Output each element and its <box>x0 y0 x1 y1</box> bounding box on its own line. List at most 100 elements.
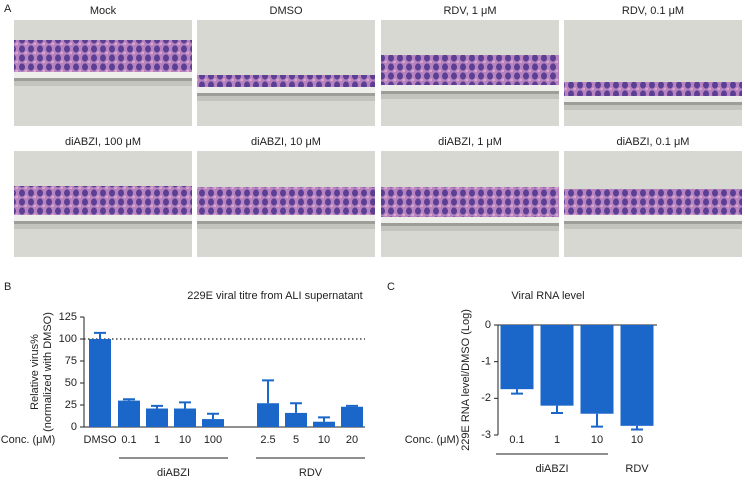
error-bar <box>511 389 523 395</box>
panel-label: A <box>4 3 12 15</box>
membrane-low <box>381 94 559 99</box>
membrane-edge <box>564 102 742 105</box>
y-tick-label: -3 <box>481 429 491 441</box>
membrane <box>14 215 192 221</box>
x-tick-label: 5 <box>293 434 299 446</box>
membrane-low <box>564 224 742 229</box>
micrograph <box>381 20 559 126</box>
group-label: RDV <box>625 463 649 475</box>
epithelium <box>381 55 559 85</box>
membrane <box>14 72 192 78</box>
membrane-edge <box>14 78 192 81</box>
membrane-low <box>197 96 375 101</box>
y-tick-label: -2 <box>481 392 491 404</box>
bar <box>285 412 307 427</box>
y-tick-label: 0 <box>485 319 491 331</box>
membrane-edge <box>197 221 375 224</box>
error-bar <box>207 412 219 420</box>
x-tick-label: DMSO <box>84 434 117 446</box>
image-title: DMSO <box>270 5 303 17</box>
bar <box>118 400 140 427</box>
bar <box>202 419 224 427</box>
micrograph <box>564 151 742 257</box>
group-label: RDV <box>299 467 323 479</box>
error-bar <box>631 425 643 431</box>
image-title: diABZI, 1 μM <box>438 136 502 148</box>
epithelium <box>564 189 742 215</box>
y-axis-label: 229E RNA level/DMSO (Log) <box>460 309 472 451</box>
membrane-low <box>14 81 192 86</box>
membrane-low <box>14 224 192 229</box>
membrane <box>381 217 559 223</box>
epithelium <box>381 187 559 217</box>
error-bar <box>262 379 274 404</box>
x-tick-label: 100 <box>204 434 222 446</box>
epithelium <box>14 186 192 215</box>
membrane <box>197 215 375 221</box>
image-bg <box>564 20 742 126</box>
membrane-edge <box>381 91 559 94</box>
epithelium <box>14 40 192 72</box>
error-bar <box>591 413 603 428</box>
x-axis-label: Conc. (μM) <box>1 434 56 446</box>
y-tick-label: 75 <box>65 355 77 367</box>
membrane <box>197 87 375 93</box>
bar <box>620 325 654 426</box>
image-title: diABZI, 10 μM <box>251 136 321 148</box>
y-tick-label: 50 <box>65 377 77 389</box>
x-tick-label: 1 <box>554 434 560 446</box>
error-bar <box>318 416 330 422</box>
micrograph <box>564 20 742 126</box>
bar <box>174 408 196 427</box>
bar <box>500 325 534 390</box>
micrograph <box>197 151 375 257</box>
membrane-edge <box>564 221 742 224</box>
bar <box>89 339 111 427</box>
group-label: diABZI <box>535 463 568 475</box>
y-axis-label: Relative virus% <box>29 334 41 410</box>
micrograph <box>197 20 375 126</box>
y-tick-label: 100 <box>59 333 77 345</box>
micrograph <box>14 20 192 126</box>
bar <box>341 406 363 427</box>
x-tick-label: 10 <box>318 434 330 446</box>
micrograph <box>14 151 192 257</box>
panel-label: B <box>4 281 11 293</box>
group-label: diABZI <box>157 467 190 479</box>
x-tick-label: 20 <box>346 434 358 446</box>
membrane-edge <box>14 221 192 224</box>
membrane <box>564 215 742 221</box>
membrane <box>381 85 559 91</box>
epithelium <box>197 187 375 215</box>
error-bar <box>151 404 163 409</box>
bar <box>313 421 335 427</box>
error-bar <box>346 404 358 407</box>
x-tick-label: 10 <box>591 434 603 446</box>
x-tick-label: 1 <box>154 434 160 446</box>
error-bar <box>94 331 106 339</box>
membrane-low <box>197 224 375 229</box>
y-tick-label: 0 <box>71 421 77 433</box>
error-bar <box>123 398 135 401</box>
x-tick-label: 0.1 <box>121 434 136 446</box>
bar <box>146 408 168 427</box>
membrane-edge <box>197 93 375 96</box>
image-title: Mock <box>90 5 117 17</box>
error-bar <box>551 405 563 414</box>
y-tick-label: 125 <box>59 311 77 323</box>
micrograph <box>381 151 559 257</box>
epithelium <box>197 75 375 87</box>
bar <box>580 325 614 414</box>
membrane-low <box>564 105 742 110</box>
x-axis-label: Conc. (μM) <box>405 434 460 446</box>
image-title: diABZI, 100 μM <box>65 136 141 148</box>
chart-title: 229E viral titre from ALI supernatant <box>187 290 362 302</box>
y-axis-label: (normalized with DMSO) <box>42 312 54 432</box>
x-tick-label: 2.5 <box>260 434 275 446</box>
membrane-edge <box>381 223 559 226</box>
y-tick-label: -1 <box>481 356 491 368</box>
error-bar <box>179 401 191 409</box>
x-tick-label: 10 <box>631 434 643 446</box>
bar <box>540 325 574 406</box>
x-tick-label: 10 <box>179 434 191 446</box>
